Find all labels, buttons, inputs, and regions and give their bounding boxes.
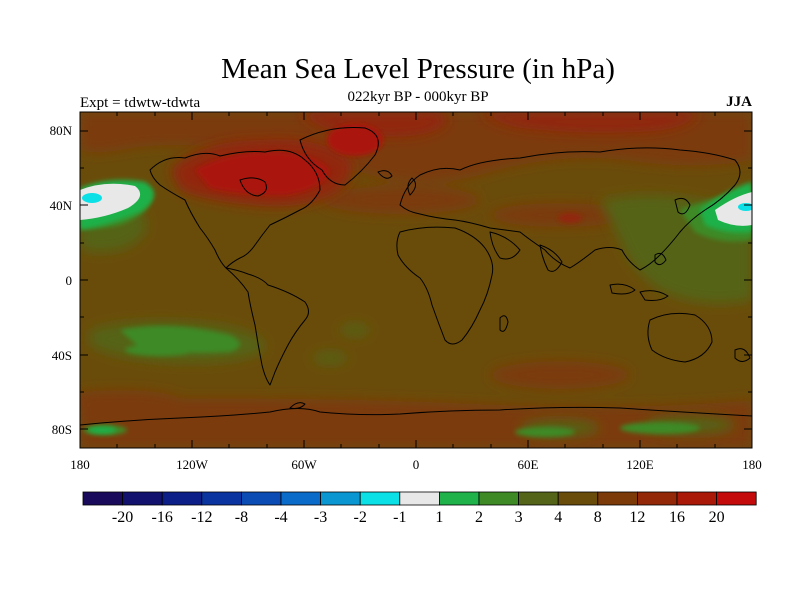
longitude-labels: 180 120W 60W 0 60E 120E 180 [70, 457, 762, 472]
lon-tick-label: 120W [176, 457, 209, 472]
pressure-field [80, 112, 752, 448]
colorbar-swatch [320, 491, 361, 506]
colorbar-swatch [280, 491, 321, 506]
colorbar-labels: -20 -16 -12 -8 -4 -3 -2 -1 1 2 3 4 8 12 16 20 [112, 509, 725, 526]
colorbar-swatch [438, 491, 480, 506]
lon-tick-label: 180 [70, 457, 90, 472]
colorbar-swatch [478, 491, 519, 506]
lon-tick-label: 120E [626, 457, 654, 472]
colorbar-swatch [597, 491, 638, 506]
colorbar-label: 4 [554, 509, 562, 526]
lon-tick-label: 0 [413, 457, 420, 472]
chart-title: Mean Sea Level Pressure (in hPa) [221, 53, 615, 85]
colorbar-label: -16 [152, 509, 173, 526]
colorbar-swatch [82, 491, 123, 506]
coastlines [80, 127, 752, 426]
lon-tick-label: 60E [518, 457, 539, 472]
lat-tick-label: 80N [50, 123, 73, 138]
colorbar-swatch [161, 491, 203, 506]
experiment-label: Expt = tdwtw-tdwta [80, 95, 201, 111]
colorbar-swatch [518, 491, 559, 506]
colorbar-label: -2 [354, 509, 367, 526]
pacific-low-east [715, 192, 752, 226]
colorbar-swatch [716, 491, 757, 506]
colorbar-label: 12 [629, 509, 645, 526]
colorbar [82, 491, 757, 506]
lat-tick-label: 80S [52, 422, 72, 437]
colorbar-label: 20 [709, 509, 725, 526]
latitude-labels: 80N 40N 0 40S 80S [50, 123, 73, 437]
colorbar-swatch [201, 491, 242, 506]
pacific-low-west [80, 183, 141, 220]
colorbar-swatch [637, 491, 678, 506]
lat-tick-label: 0 [66, 273, 73, 288]
colorbar-label: -4 [274, 509, 287, 526]
colorbar-label: 16 [669, 509, 685, 526]
colorbar-label: -12 [191, 509, 212, 526]
colorbar-label: 2 [475, 509, 483, 526]
chart-subtitle: 022kyr BP - 000kyr BP [347, 89, 489, 105]
colorbar-swatch [399, 491, 440, 506]
colorbar-swatch [122, 491, 163, 506]
colorbar-swatch [359, 491, 401, 506]
colorbar-swatch [676, 491, 717, 506]
lon-tick-label: 60W [291, 457, 317, 472]
colorbar-label: -8 [235, 509, 248, 526]
axis-ticks [79, 112, 753, 448]
lat-tick-label: 40N [50, 198, 73, 213]
colorbar-label: 3 [515, 509, 523, 526]
lat-tick-label: 40S [52, 348, 72, 363]
colorbar-label: 1 [435, 509, 443, 526]
colorbar-swatch [240, 491, 282, 506]
season-label: JJA [726, 94, 752, 110]
colorbar-label: -1 [393, 509, 406, 526]
colorbar-label: 8 [594, 509, 602, 526]
colorbar-label: -3 [314, 509, 327, 526]
colorbar-swatch [557, 491, 599, 506]
lon-tick-label: 180 [742, 457, 762, 472]
colorbar-label: -20 [112, 509, 133, 526]
